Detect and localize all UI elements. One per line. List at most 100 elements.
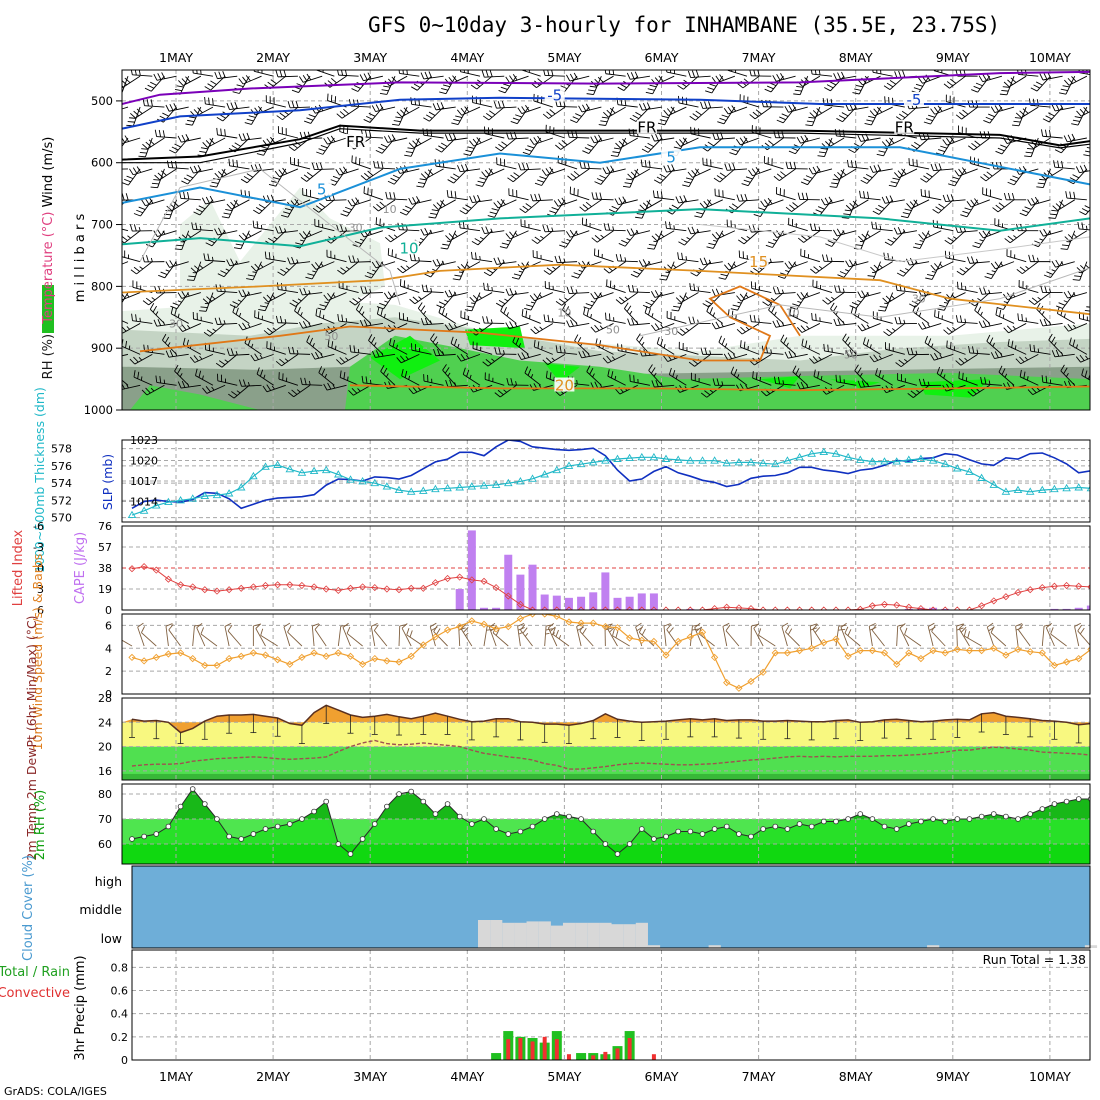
wind-barb-flag bbox=[494, 392, 501, 398]
wind-barb bbox=[557, 351, 578, 355]
wind-barb-flag bbox=[1055, 259, 1060, 267]
wind-barb-flag bbox=[590, 326, 596, 333]
rh-point bbox=[129, 836, 135, 842]
wind-barb-flag bbox=[668, 627, 674, 634]
wind-barb-flag bbox=[594, 135, 599, 143]
wind-barb-flag bbox=[231, 391, 238, 396]
wind-barb-flag bbox=[738, 239, 745, 245]
wind-barb bbox=[824, 104, 845, 108]
wind-barb-flag bbox=[713, 239, 718, 242]
temp-tick-label: 24 bbox=[98, 716, 112, 729]
wind-barb-flag bbox=[677, 85, 684, 90]
wind-barb-flag bbox=[369, 130, 372, 138]
wind-barb-flag bbox=[567, 175, 574, 181]
wind-barb-flag bbox=[259, 264, 264, 268]
wind-barb bbox=[229, 353, 250, 356]
wind-barb-flag bbox=[825, 254, 829, 262]
wind-barb-flag bbox=[280, 268, 287, 274]
wind-barb bbox=[855, 292, 869, 309]
wind-barb-flag bbox=[606, 166, 611, 173]
li-point bbox=[553, 606, 561, 610]
wind-barb-flag bbox=[784, 262, 790, 269]
li-point bbox=[1075, 582, 1083, 590]
wind-barb-flag bbox=[222, 70, 226, 78]
wind-barb bbox=[205, 349, 226, 355]
li-point bbox=[589, 606, 597, 610]
wind-barb-flag bbox=[899, 623, 906, 629]
wind-barb bbox=[715, 323, 735, 330]
li-point bbox=[917, 605, 925, 610]
wind-barb-flag bbox=[256, 221, 259, 229]
wind-barb-flag bbox=[428, 111, 436, 116]
wind-barb-flag bbox=[137, 371, 140, 379]
wind-barb-flag bbox=[663, 165, 667, 173]
wind-barb-flag bbox=[551, 357, 555, 361]
wind-barb-flag bbox=[591, 192, 594, 200]
wind-barb bbox=[933, 226, 954, 232]
wind-barb-flag bbox=[277, 271, 284, 276]
wind-barb bbox=[888, 323, 906, 337]
wind-barb-flag bbox=[796, 382, 801, 390]
wind-barb bbox=[525, 199, 541, 214]
panel-frame bbox=[121, 69, 1091, 411]
wind-barb-flag bbox=[1039, 230, 1044, 237]
wind-barb-flag bbox=[336, 113, 343, 119]
cape-bar bbox=[577, 596, 586, 610]
li-point bbox=[298, 581, 306, 590]
wind-barb bbox=[141, 632, 157, 647]
rh-point bbox=[141, 833, 147, 840]
wind-barb-flag bbox=[204, 96, 206, 105]
wind-barb-flag bbox=[566, 286, 570, 294]
wind-barb-flag bbox=[651, 313, 654, 318]
wind-barb-flag bbox=[216, 116, 224, 122]
wind-barb-flag bbox=[725, 624, 731, 631]
wind-barb-flag bbox=[1051, 336, 1056, 344]
rh-point bbox=[772, 823, 779, 830]
wind-barb bbox=[123, 75, 141, 88]
wind-barb bbox=[716, 230, 736, 240]
thickness-tick-label: 578 bbox=[51, 443, 72, 456]
wind-speed-point bbox=[528, 614, 537, 618]
wind-barb-flag bbox=[477, 180, 485, 184]
wind-barb-flag bbox=[473, 195, 477, 203]
wind-barb bbox=[764, 199, 784, 208]
wind-barb-flag bbox=[1046, 271, 1054, 275]
wind-barb bbox=[741, 323, 760, 335]
thickness-point bbox=[989, 480, 999, 488]
thickness-point bbox=[455, 483, 464, 491]
wind-barb bbox=[772, 230, 784, 248]
wind-barb bbox=[484, 289, 505, 293]
wind-barb bbox=[518, 261, 529, 280]
wind-barb bbox=[207, 137, 226, 148]
wind-barb bbox=[423, 230, 444, 236]
wind-barb-flag bbox=[559, 345, 562, 353]
contour-label: 20 bbox=[555, 377, 574, 395]
wind-barb bbox=[1055, 106, 1075, 112]
wind-barb-flag bbox=[783, 337, 788, 344]
wind-barb-flag bbox=[200, 70, 202, 75]
wind-barb-flag bbox=[235, 243, 243, 246]
wind-barb-flag bbox=[860, 179, 868, 184]
cloud-low-bar bbox=[708, 945, 721, 948]
li-point bbox=[334, 586, 342, 594]
wind-barb bbox=[485, 378, 505, 386]
wind-barb bbox=[411, 103, 432, 108]
li-point bbox=[541, 606, 549, 610]
wind-barb bbox=[775, 292, 796, 295]
wind-barb bbox=[1018, 286, 1039, 293]
wind-barb bbox=[1008, 323, 1027, 334]
wind-barb bbox=[266, 101, 286, 108]
wind-barb-flag bbox=[833, 229, 838, 237]
wind-barb-flag bbox=[586, 93, 594, 96]
freezing-contour bbox=[122, 128, 1090, 164]
li-point bbox=[1014, 588, 1022, 597]
wind-barb-flag bbox=[1019, 110, 1026, 116]
wind-barb-flag bbox=[660, 233, 665, 238]
wind-barb-flag bbox=[844, 336, 850, 343]
wind-barb-flag bbox=[651, 324, 656, 331]
thickness-point bbox=[564, 461, 574, 469]
wind-barb-flag bbox=[351, 198, 356, 206]
wind-barb-flag bbox=[994, 261, 1000, 268]
wind-barb-flag bbox=[832, 238, 837, 241]
wind-barb-flag bbox=[162, 333, 167, 341]
